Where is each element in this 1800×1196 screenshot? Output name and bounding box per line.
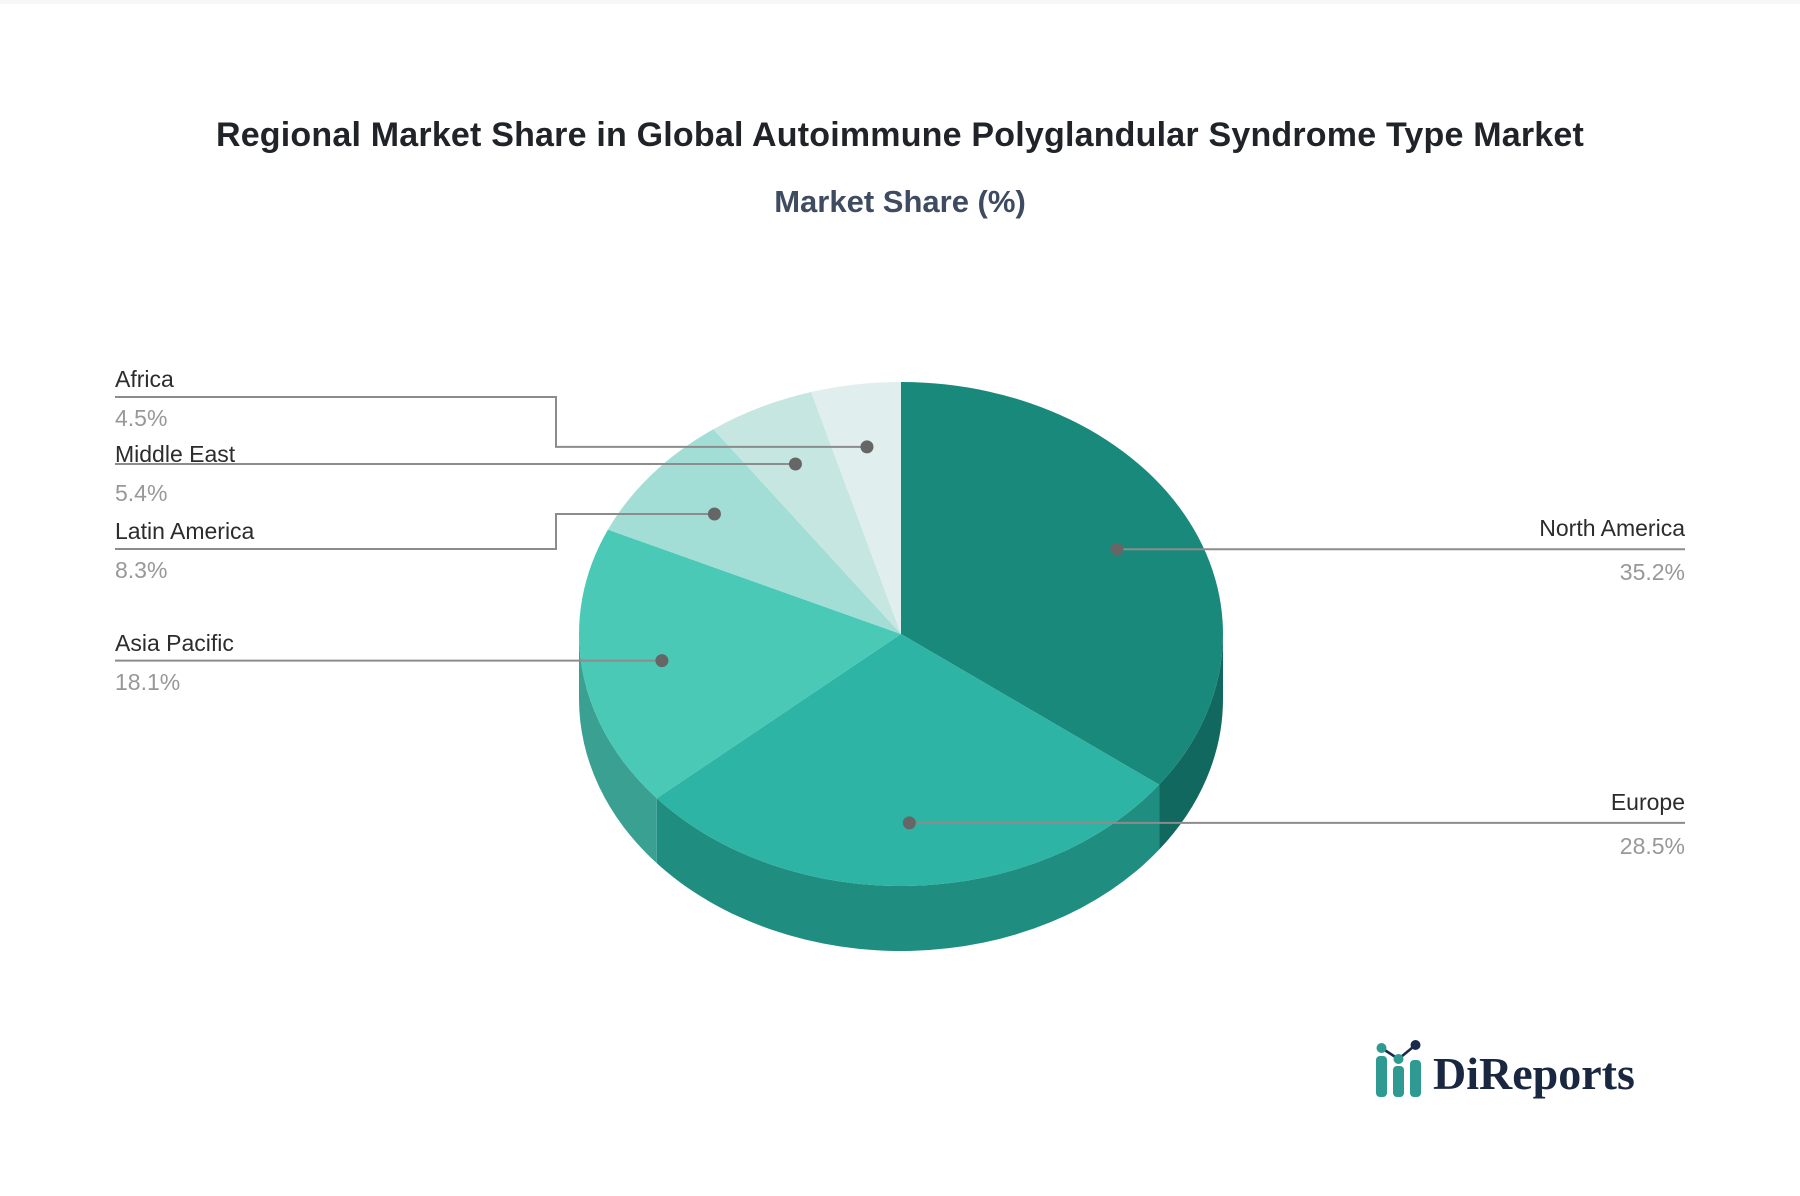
- pie-slice-north-america[interactable]: [901, 382, 1224, 785]
- pie-slice-asia-pacific[interactable]: [579, 529, 901, 799]
- top-edge-strip: [0, 0, 1800, 4]
- direports-logo: DiReports: [1371, 1033, 1635, 1099]
- pie-slice-africa[interactable]: [811, 382, 901, 634]
- leader-dot-middle-east: [788, 457, 802, 471]
- logo-text: DiReports: [1433, 1048, 1635, 1099]
- pie-slice-side-north-america: [1159, 634, 1223, 850]
- leader-dot-africa: [860, 440, 874, 454]
- pie-slice-side-asia-pacific: [579, 634, 657, 864]
- chart-title: Regional Market Share in Global Autoimmu…: [215, 116, 1585, 154]
- bar-chart-logo-icon: [1376, 1040, 1421, 1097]
- pie-slice-latin-america[interactable]: [607, 429, 901, 634]
- pie-slice-side-europe: [656, 784, 1160, 952]
- leader-line-africa: [115, 396, 867, 448]
- leader-dot-europe: [902, 816, 916, 830]
- leader-dot-north-america: [1110, 542, 1124, 556]
- chart-subtitle: Market Share (%): [774, 184, 1026, 219]
- pie-slice-middle-east[interactable]: [713, 392, 901, 634]
- leader-dot-asia-pacific: [655, 654, 669, 668]
- leader-dot-latin-america: [707, 507, 721, 521]
- leader-line-latin-america: [115, 512, 715, 550]
